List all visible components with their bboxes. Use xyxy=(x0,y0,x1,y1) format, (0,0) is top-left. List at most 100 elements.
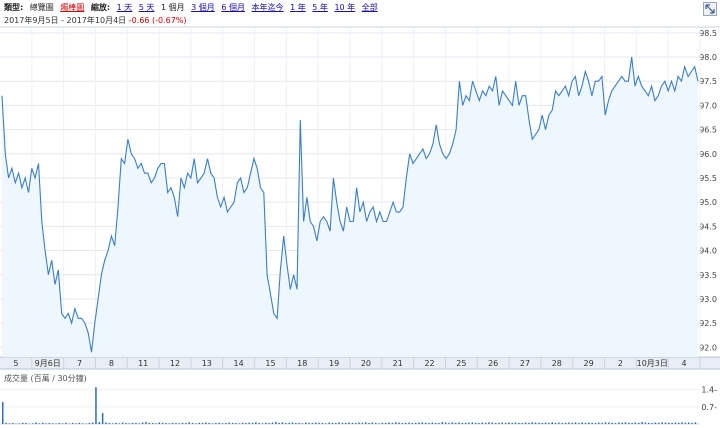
expand-toggle-icon[interactable] xyxy=(703,2,717,16)
volume-bar xyxy=(258,423,260,424)
volume-bar xyxy=(235,423,237,424)
volume-bar xyxy=(521,423,523,424)
volume-bar xyxy=(58,423,61,424)
y-tick-label: 95.0 xyxy=(699,198,717,207)
volume-bar xyxy=(611,422,613,424)
y-tick-label: 96.0 xyxy=(699,150,717,159)
volume-bar xyxy=(335,423,337,424)
volume-bar xyxy=(45,423,47,424)
volume-bar xyxy=(42,422,44,424)
volume-bar xyxy=(661,422,663,424)
volume-bar xyxy=(411,423,414,424)
volume-bar xyxy=(68,423,71,424)
volume-bar xyxy=(168,423,170,424)
volume-bar xyxy=(285,423,287,424)
volume-bar xyxy=(391,422,394,424)
zoom-5d[interactable]: 5 天 xyxy=(138,3,155,12)
x-tick-label: 25 xyxy=(456,359,466,368)
volume-bar xyxy=(608,422,610,424)
volume-bar xyxy=(448,422,450,424)
volume-bar xyxy=(105,422,107,424)
volume-bar xyxy=(371,422,374,424)
x-tick-label: 18 xyxy=(297,359,307,368)
zoom-6m[interactable]: 6 個月 xyxy=(221,3,245,12)
y-tick-label: 94.5 xyxy=(699,222,717,231)
x-axis-band xyxy=(0,357,720,369)
zoom-10y[interactable]: 10 年 xyxy=(334,3,356,12)
volume-bar xyxy=(131,422,134,424)
type-label: 類型: xyxy=(4,3,24,12)
x-tick-label: 21 xyxy=(393,359,403,368)
volume-bar xyxy=(651,423,653,424)
volume-bar xyxy=(544,422,547,424)
type-option-candlestick[interactable]: 燭棒圖 xyxy=(60,3,85,12)
volume-bar xyxy=(298,422,300,424)
zoom-1m[interactable]: 1 個月 xyxy=(160,3,185,12)
volume-bar xyxy=(271,422,274,424)
type-option-overview[interactable]: 總覽圖 xyxy=(29,3,54,12)
volume-bar xyxy=(561,423,563,424)
volume-bar xyxy=(638,422,640,424)
zoom-all[interactable]: 全部 xyxy=(361,3,378,12)
zoom-1y[interactable]: 1 年 xyxy=(290,3,306,12)
volume-bar xyxy=(275,422,277,424)
volume-bar xyxy=(518,422,520,424)
volume-bar xyxy=(185,423,187,424)
zoom-label: 縮放: xyxy=(90,3,111,12)
volume-bar xyxy=(2,401,4,424)
volume-bar xyxy=(558,422,560,424)
volume-bar xyxy=(671,423,673,424)
y-tick-label: 98.0 xyxy=(699,53,717,62)
volume-bar xyxy=(478,423,480,424)
volume-bar xyxy=(618,422,620,424)
volume-bar xyxy=(231,422,234,424)
price-change: -0.66 (-0.67%) xyxy=(128,16,187,25)
volume-bar xyxy=(395,422,397,424)
volume-bar xyxy=(688,422,690,424)
volume-bar xyxy=(684,422,687,424)
y-tick-label: 93.5 xyxy=(699,271,717,280)
volume-bar xyxy=(484,422,487,424)
zoom-5y[interactable]: 5 年 xyxy=(312,3,328,12)
volume-label: 成交量 (百萬 / 30分鐘) xyxy=(4,374,87,383)
volume-bar xyxy=(155,423,157,424)
volume-bar xyxy=(295,423,297,424)
zoom-3m[interactable]: 3 個月 xyxy=(191,3,215,12)
volume-bar xyxy=(318,422,320,424)
range-start: 2017年9月5日 xyxy=(4,16,59,25)
volume-bar xyxy=(5,422,7,424)
volume-bar xyxy=(471,422,474,424)
volume-bar xyxy=(468,422,470,424)
volume-bar xyxy=(175,423,177,424)
range-end: 2017年10月4日 xyxy=(66,16,127,25)
volume-bar xyxy=(85,423,87,424)
volume-bar xyxy=(221,423,224,424)
y-tick-label: 97.5 xyxy=(699,77,717,86)
series-area-fill xyxy=(2,57,698,357)
volume-bar xyxy=(341,422,344,424)
volume-bar xyxy=(125,423,127,424)
volume-bar xyxy=(498,422,500,424)
volume-bar xyxy=(141,422,144,424)
volume-bar xyxy=(215,423,217,424)
x-tick-label: 2 xyxy=(618,359,623,368)
x-tick-label: 5 xyxy=(13,359,18,368)
volume-bar xyxy=(691,422,693,424)
zoom-1d[interactable]: 1 天 xyxy=(116,3,133,12)
volume-bar xyxy=(115,422,117,424)
zoom-ytd[interactable]: 本年迄今 xyxy=(251,3,284,12)
x-tick-label: 15 xyxy=(265,359,275,368)
volume-bar xyxy=(381,422,384,424)
volume-bar xyxy=(631,423,633,424)
volume-bar xyxy=(588,422,590,424)
volume-bar xyxy=(418,422,420,424)
volume-bar xyxy=(421,422,424,424)
volume-bar xyxy=(321,423,324,424)
volume-bar xyxy=(291,422,294,424)
volume-bar xyxy=(338,422,340,424)
volume-bar xyxy=(308,422,310,424)
volume-bar xyxy=(305,422,307,424)
volume-bar xyxy=(674,422,677,424)
y-tick-label: 92.0 xyxy=(699,343,717,352)
volume-bar xyxy=(634,422,637,424)
